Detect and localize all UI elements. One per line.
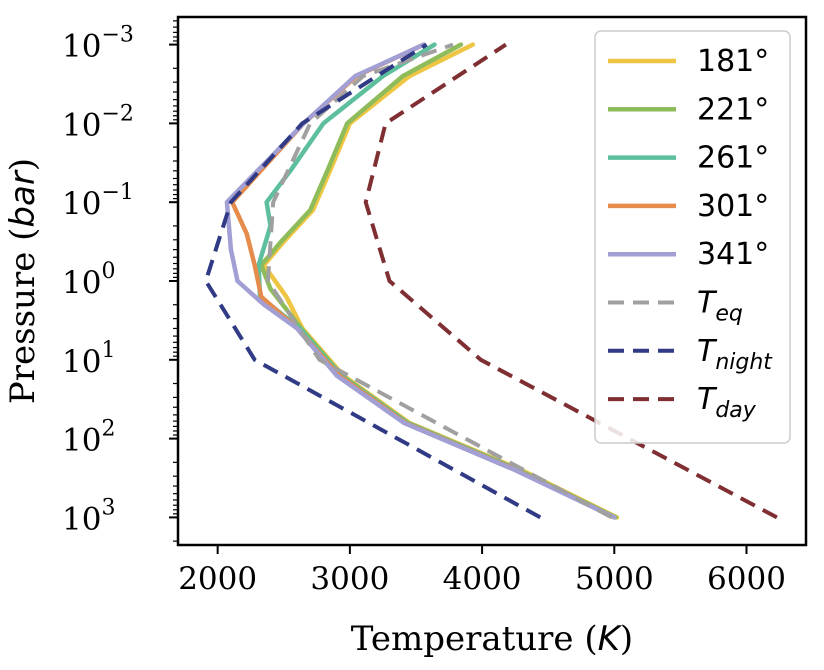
x-tick-label: 4000 [443, 561, 522, 597]
x-tick-label: 3000 [310, 561, 389, 597]
series-line-t-eq [265, 42, 613, 520]
y-axis-title: Pressure (bar) [3, 158, 43, 404]
series-line-t-night [203, 42, 542, 520]
x-axis-title: Temperature (K) [351, 619, 633, 659]
series-line-t-day [363, 42, 778, 520]
legend: 181° 221° 261° 301° 341° Teq Tnight Tday [594, 30, 791, 444]
y-tick-label: 100 [62, 259, 115, 301]
legend-label: 181° [697, 44, 769, 79]
x-tick-label: 2000 [178, 561, 257, 597]
y-tick-label: 10−1 [62, 180, 134, 222]
x-tick-label: 5000 [575, 561, 654, 597]
plot-area [203, 42, 778, 520]
legend-label: 301° [697, 189, 769, 224]
axes: 2000 3000 4000 5000 6000 10−3 10−2 10−1 100 101 10… [62, 15, 808, 597]
y-tick-label: 10−2 [62, 101, 134, 143]
series-line-341 [224, 42, 617, 520]
legend-label: Tday [697, 382, 757, 423]
y-tick-label: 102 [62, 417, 115, 459]
legend-label: 221° [697, 92, 769, 127]
series-line-301 [229, 42, 617, 520]
y-tick-label: 10−3 [62, 23, 134, 65]
legend-box [594, 30, 791, 444]
legend-label: Tnight [697, 334, 773, 375]
legend-label: 341° [697, 237, 769, 272]
legend-label: Teq [697, 286, 743, 327]
legend-label: 261° [697, 141, 769, 176]
x-tick-label: 6000 [707, 561, 786, 597]
y-tick-label: 101 [62, 338, 115, 380]
axis-titles: Temperature (K) Pressure (bar) [3, 158, 633, 659]
y-tick-label: 103 [62, 495, 115, 537]
